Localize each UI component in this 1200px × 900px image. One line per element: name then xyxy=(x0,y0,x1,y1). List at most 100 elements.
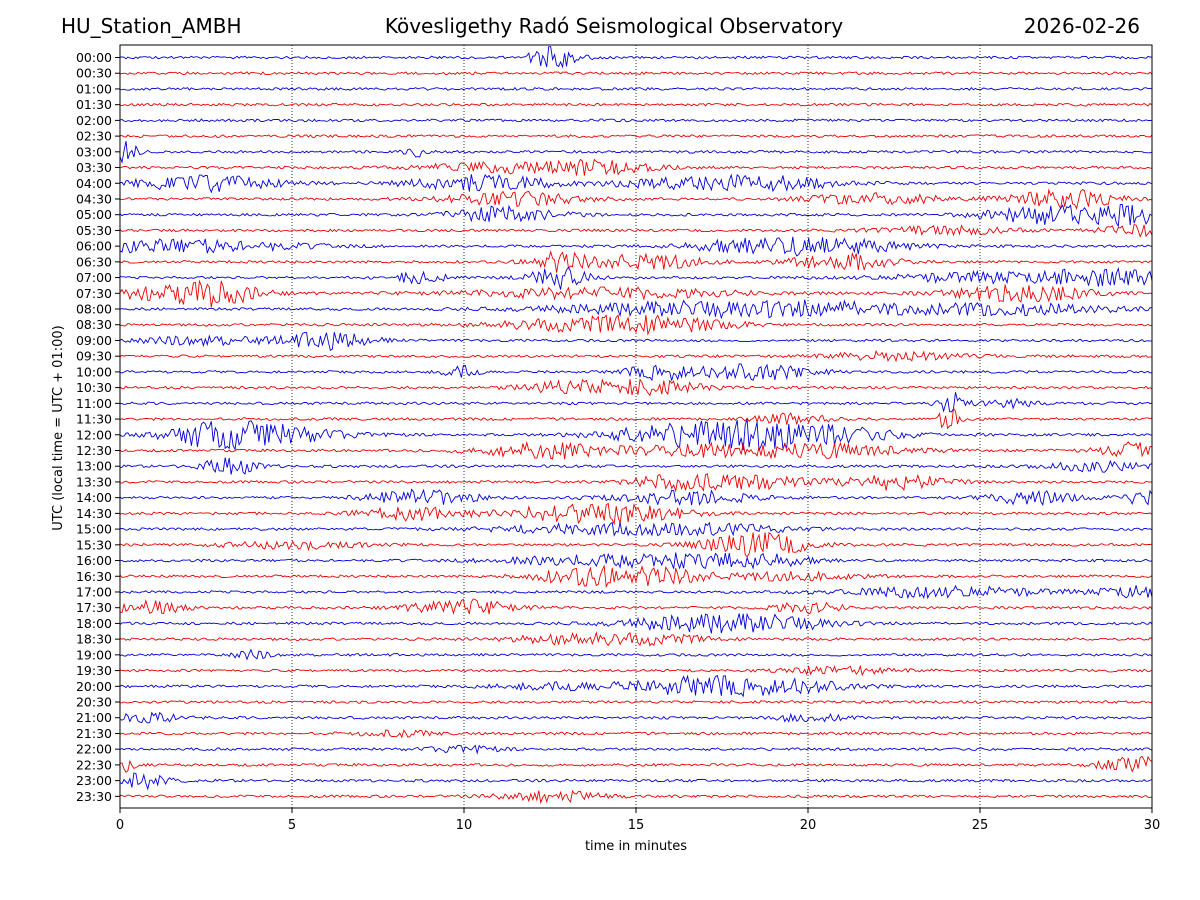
trace-1800 xyxy=(119,612,1153,634)
y-tick-label: 09:00 xyxy=(76,333,112,348)
y-tick-label: 03:30 xyxy=(76,160,112,175)
y-tick-label: 05:30 xyxy=(76,223,112,238)
y-tick-label: 07:30 xyxy=(76,286,112,301)
trace-1530 xyxy=(119,531,1153,558)
y-tick-label: 12:30 xyxy=(76,443,112,458)
trace-2100 xyxy=(119,711,1153,724)
y-tick-label: 10:00 xyxy=(76,364,112,379)
y-tick-label: 05:00 xyxy=(76,207,112,222)
trace-1030 xyxy=(119,378,1153,397)
x-ticks: 0 5 10 15 20 25 30 xyxy=(116,808,1160,833)
x-tick-label: 10 xyxy=(456,818,473,833)
y-tick-label: 13:30 xyxy=(76,474,112,489)
trace-0030 xyxy=(119,71,1153,76)
x-tick-label: 20 xyxy=(800,818,817,833)
y-tick-label: 13:00 xyxy=(76,459,112,474)
x-tick-label: 15 xyxy=(628,818,645,833)
trace-0630 xyxy=(119,250,1153,273)
y-tick-label: 12:00 xyxy=(76,427,112,442)
y-tick-label: 00:00 xyxy=(76,50,112,65)
y-tick-label: 20:30 xyxy=(76,695,112,710)
y-tick-label: 14:00 xyxy=(76,490,112,505)
y-tick-label: 04:00 xyxy=(76,176,112,191)
trace-0300 xyxy=(119,141,1153,164)
y-tick-label: 14:30 xyxy=(76,506,112,521)
y-tick-label: 16:30 xyxy=(76,569,112,584)
trace-2130 xyxy=(119,729,1153,739)
trace-2330 xyxy=(119,789,1153,805)
trace-0400 xyxy=(119,173,1153,194)
trace-group xyxy=(119,46,1153,805)
y-tick-label: 18:00 xyxy=(76,616,112,631)
trace-1730 xyxy=(119,598,1153,615)
trace-0500 xyxy=(119,203,1153,228)
trace-1630 xyxy=(119,564,1153,589)
x-tick-label: 25 xyxy=(972,818,989,833)
y-tick-label: 22:30 xyxy=(76,757,112,772)
grid-lines xyxy=(291,45,981,808)
trace-0600 xyxy=(119,236,1153,257)
chart-date: 2026-02-26 xyxy=(1023,14,1140,38)
y-tick-label: 20:00 xyxy=(76,679,112,694)
y-tick-label: 08:00 xyxy=(76,302,112,317)
trace-0530 xyxy=(119,224,1153,238)
y-tick-labels: 00:0000:3001:0001:3002:0002:3003:0003:30… xyxy=(76,50,120,804)
trace-1600 xyxy=(119,552,1153,570)
y-tick-label: 09:30 xyxy=(76,349,112,364)
y-axis-label: UTC (local time = UTC + 01:00) xyxy=(51,325,66,530)
trace-0930 xyxy=(119,349,1153,363)
trace-1330 xyxy=(119,473,1153,493)
y-tick-label: 17:30 xyxy=(76,600,112,615)
y-tick-label: 15:00 xyxy=(76,522,112,537)
y-tick-label: 02:00 xyxy=(76,113,112,128)
y-tick-label: 16:00 xyxy=(76,553,112,568)
trace-1930 xyxy=(119,664,1153,677)
y-tick-label: 01:00 xyxy=(76,81,112,96)
station-id: HU_Station_AMBH xyxy=(61,14,242,38)
y-tick-label: 19:00 xyxy=(76,647,112,662)
chart-title: Kövesligethy Radó Seismological Observat… xyxy=(384,14,844,38)
trace-1130 xyxy=(119,407,1153,430)
trace-0200 xyxy=(119,118,1153,123)
y-tick-label: 06:00 xyxy=(76,239,112,254)
y-tick-label: 21:00 xyxy=(76,710,112,725)
y-tick-label: 06:30 xyxy=(76,254,112,269)
trace-2200 xyxy=(119,744,1153,755)
trace-0430 xyxy=(119,188,1153,210)
y-tick-label: 11:30 xyxy=(76,412,112,427)
trace-1500 xyxy=(119,521,1153,537)
trace-0830 xyxy=(119,314,1153,336)
x-axis-label: time in minutes xyxy=(585,839,687,854)
trace-0800 xyxy=(119,299,1153,320)
y-tick-label: 07:00 xyxy=(76,270,112,285)
y-tick-label: 10:30 xyxy=(76,380,112,395)
y-tick-label: 00:30 xyxy=(76,66,112,81)
trace-2300 xyxy=(119,772,1153,791)
y-tick-label: 01:30 xyxy=(76,97,112,112)
y-tick-label: 21:30 xyxy=(76,726,112,741)
y-tick-label: 17:00 xyxy=(76,584,112,599)
trace-1830 xyxy=(119,631,1153,647)
y-tick-label: 22:00 xyxy=(76,742,112,757)
trace-0330 xyxy=(119,158,1153,176)
y-tick-label: 11:00 xyxy=(76,396,112,411)
y-tick-label: 15:30 xyxy=(76,537,112,552)
trace-1200 xyxy=(119,419,1153,451)
trace-2230 xyxy=(119,755,1153,773)
y-tick-label: 23:30 xyxy=(76,789,112,804)
trace-1000 xyxy=(119,363,1153,382)
trace-0730 xyxy=(119,279,1153,308)
trace-1430 xyxy=(119,502,1153,526)
trace-1900 xyxy=(119,648,1153,661)
trace-0100 xyxy=(119,87,1153,91)
trace-0900 xyxy=(119,332,1153,352)
trace-0130 xyxy=(119,102,1153,107)
trace-0230 xyxy=(119,134,1153,138)
trace-1100 xyxy=(119,392,1153,413)
x-tick-label: 30 xyxy=(1144,818,1161,833)
trace-2000 xyxy=(119,674,1153,698)
trace-1230 xyxy=(119,440,1153,460)
trace-0700 xyxy=(119,266,1153,290)
y-tick-label: 23:00 xyxy=(76,773,112,788)
